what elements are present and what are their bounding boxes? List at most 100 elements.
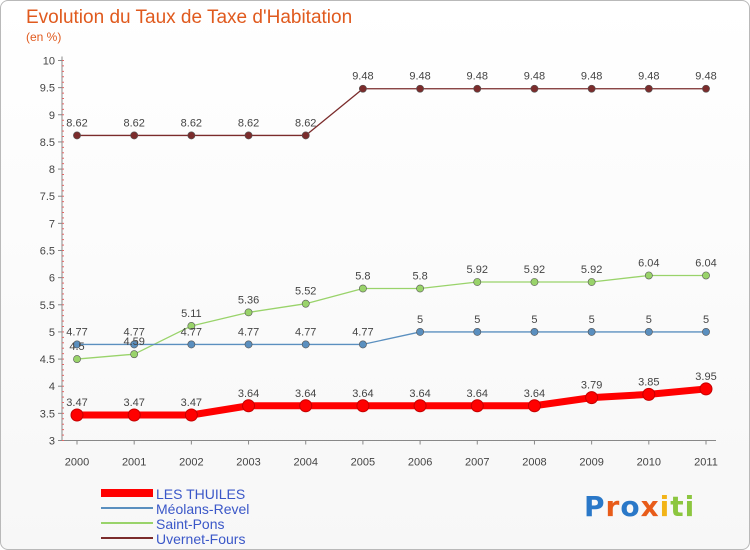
y-tick-label: 7.5 [40,191,55,203]
data-label: 5.8 [355,271,370,283]
data-label: 8.62 [295,117,316,129]
data-point [127,408,141,422]
logo-letter: t [670,490,685,523]
data-point [130,131,139,140]
data-label: 8.62 [181,117,202,129]
data-point [473,328,482,336]
data-label: 3.79 [581,380,602,392]
y-tick-label: 4 [49,381,55,393]
data-label: 5 [703,314,709,326]
data-point [587,278,596,286]
data-label: 5.92 [467,264,488,276]
data-point [416,284,424,293]
data-label: 9.48 [638,71,659,83]
data-point [244,308,253,317]
data-point [187,322,196,330]
data-label: 5.92 [581,264,602,276]
data-label: 8.62 [238,117,259,129]
data-label: 3.64 [352,388,373,400]
data-label: 9.48 [409,71,430,83]
logo-letter: i [659,490,671,523]
data-point [642,387,656,401]
x-tick-label: 2004 [293,457,317,469]
data-point [530,84,539,93]
data-point [644,84,653,93]
y-tick-label: 9.5 [40,83,55,95]
data-label: 3.47 [123,397,144,409]
y-tick-label: 3 [49,436,55,448]
x-tick-label: 2005 [351,457,375,469]
data-point [644,328,653,336]
data-point [359,340,367,349]
data-label: 9.48 [467,71,488,83]
data-point [587,328,596,336]
data-label: 5.11 [181,308,202,320]
y-tick-label: 6.5 [40,246,55,258]
logo-letter: P [584,490,606,523]
data-label: 3.64 [524,388,545,400]
data-point [359,84,367,93]
data-point [702,271,710,280]
x-tick-label: 2007 [465,457,489,469]
data-point [530,328,539,336]
y-tick-label: 5 [49,327,55,339]
data-point [244,340,253,349]
data-label: 3.64 [238,388,259,400]
data-label: 3.47 [181,397,202,409]
data-label: 4.77 [238,326,259,338]
x-tick-label: 2008 [522,457,546,469]
data-point [130,340,139,349]
data-point [699,382,713,396]
y-tick-label: 8.5 [40,137,55,149]
chart-unit-label: (en %) [26,30,62,44]
data-label: 4.59 [123,336,144,348]
data-label: 5 [417,314,423,326]
y-tick-label: 10 [43,56,55,68]
data-point [644,271,653,280]
data-label: 9.48 [352,71,373,83]
x-tick-label: 2000 [65,457,89,469]
legend-label: Uvernet-Fours [156,531,245,547]
series-line [77,88,706,137]
data-point [301,131,310,140]
legend-label: Saint-Pons [156,516,224,532]
data-label: 3.95 [695,371,716,383]
data-point [413,399,427,413]
data-point [473,84,482,93]
data-point [242,399,256,413]
data-label: 9.48 [695,71,716,83]
data-label: 3.47 [66,397,87,409]
data-label: 3.64 [467,388,488,400]
data-point [356,399,370,413]
data-point [73,340,81,349]
logo-letter: i [684,490,696,523]
x-tick-label: 2003 [236,457,260,469]
series-line [76,274,706,360]
data-label: 4.77 [352,326,373,338]
data-label: 5 [589,314,595,326]
logo-letter: x [640,490,660,523]
data-label: 4.77 [66,326,87,338]
data-label: 4.5 [69,341,84,353]
data-label: 5 [474,314,480,326]
data-point [585,391,599,405]
x-tick-label: 2010 [637,457,661,469]
data-label: 5.52 [295,286,316,298]
data-label: 5 [531,314,537,326]
data-label: 5.36 [238,294,259,306]
x-tick-label: 2002 [179,457,203,469]
y-tick-label: 4.5 [40,354,55,366]
data-point [301,340,310,349]
data-point [416,84,424,93]
data-label: 4.77 [295,326,316,338]
x-tick-label: 2006 [408,457,432,469]
data-point [530,278,539,286]
data-label: 9.48 [581,71,602,83]
data-point [244,131,253,140]
x-tick-label: 2009 [579,457,603,469]
data-label: 4.77 [123,326,144,338]
data-point [359,284,367,293]
data-point [473,278,482,286]
